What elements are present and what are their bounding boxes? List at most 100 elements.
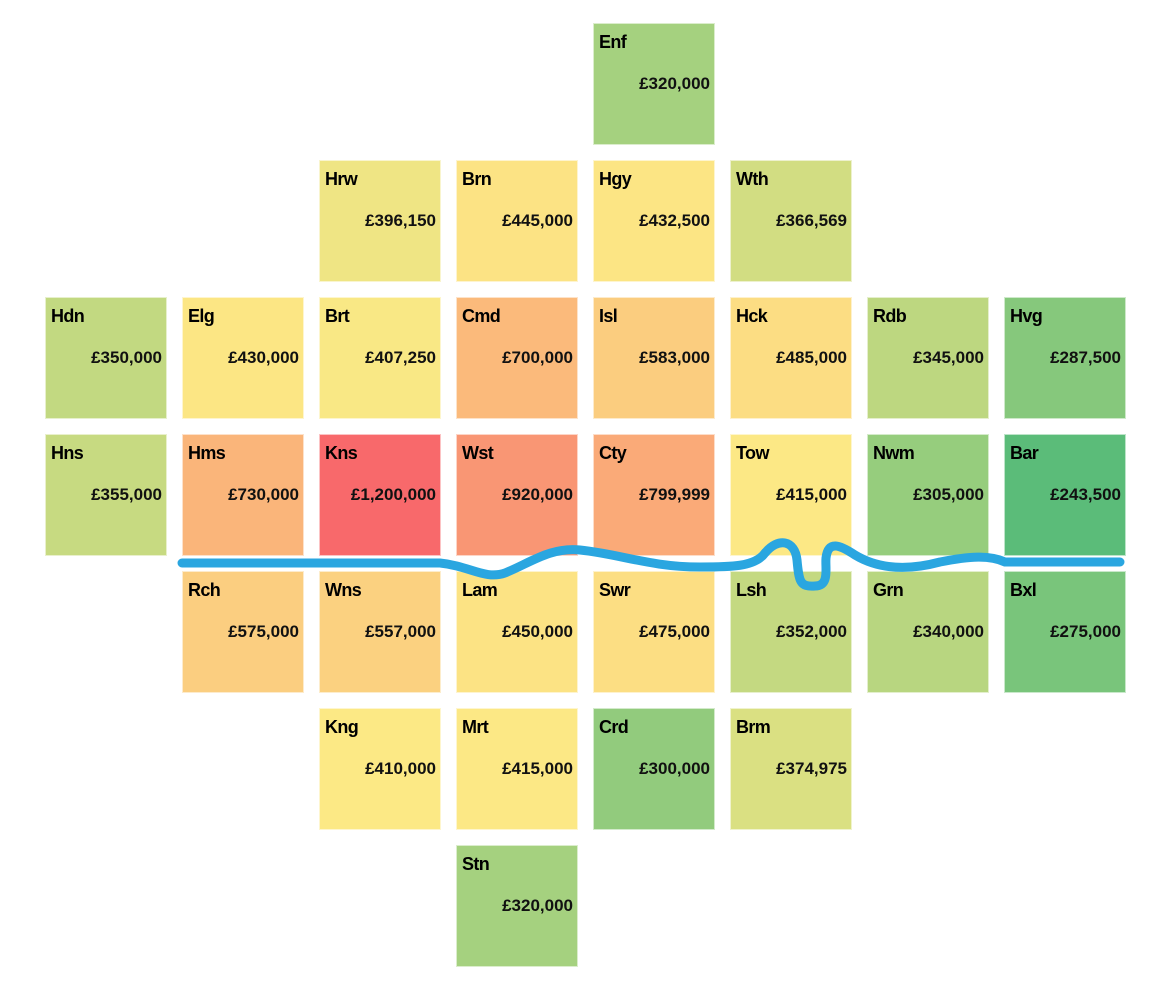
tile-elg: Elg £430,000 bbox=[182, 297, 304, 419]
tile-price: £1,200,000 bbox=[350, 485, 436, 504]
tile-price: £396,150 bbox=[365, 211, 436, 230]
tile-price: £730,000 bbox=[228, 485, 299, 504]
tile-code: Elg bbox=[188, 306, 215, 326]
tile-stn: Stn £320,000 bbox=[456, 845, 578, 967]
tile-hdn: Hdn £350,000 bbox=[45, 297, 167, 419]
tile-code: Rch bbox=[188, 580, 221, 600]
tile-price: £407,250 bbox=[365, 348, 436, 367]
tile-code: Bar bbox=[1010, 443, 1039, 463]
tile-price: £355,000 bbox=[91, 485, 162, 504]
tile-code: Wth bbox=[736, 169, 769, 189]
tile-hvg: Hvg £287,500 bbox=[1004, 297, 1126, 419]
tile-price: £410,000 bbox=[365, 759, 436, 778]
tile-code: Nwm bbox=[873, 443, 915, 463]
tile-code: Hms bbox=[188, 443, 226, 463]
tile-code: Wns bbox=[325, 580, 362, 600]
tile-hck: Hck £485,000 bbox=[730, 297, 852, 419]
tile-wst: Wst £920,000 bbox=[456, 434, 578, 556]
tile-price: £345,000 bbox=[913, 348, 984, 367]
tile-price: £799,999 bbox=[639, 485, 710, 504]
tile-brm: Brm £374,975 bbox=[730, 708, 852, 830]
tile-price: £320,000 bbox=[502, 896, 573, 915]
tile-brn: Brn £445,000 bbox=[456, 160, 578, 282]
tile-code: Wst bbox=[462, 443, 494, 463]
tile-code: Stn bbox=[462, 854, 490, 874]
tile-price: £475,000 bbox=[639, 622, 710, 641]
tile-kns: Kns £1,200,000 bbox=[319, 434, 441, 556]
tile-code: Isl bbox=[599, 306, 618, 326]
tile-hms: Hms £730,000 bbox=[182, 434, 304, 556]
tile-code: Hrw bbox=[325, 169, 358, 189]
tile-price: £340,000 bbox=[913, 622, 984, 641]
tile-kng: Kng £410,000 bbox=[319, 708, 441, 830]
tile-code: Grn bbox=[873, 580, 904, 600]
tile-price: £485,000 bbox=[776, 348, 847, 367]
tile-isl: Isl £583,000 bbox=[593, 297, 715, 419]
tile-code: Lsh bbox=[736, 580, 767, 600]
tile-enf: Enf £320,000 bbox=[593, 23, 715, 145]
tile-lsh: Lsh £352,000 bbox=[730, 571, 852, 693]
tile-price: £320,000 bbox=[639, 74, 710, 93]
tile-price: £243,500 bbox=[1050, 485, 1121, 504]
tile-price: £583,000 bbox=[639, 348, 710, 367]
tile-code: Tow bbox=[736, 443, 769, 463]
tile-price: £575,000 bbox=[228, 622, 299, 641]
tile-nwm: Nwm £305,000 bbox=[867, 434, 989, 556]
tile-code: Brm bbox=[736, 717, 771, 737]
tile-rch: Rch £575,000 bbox=[182, 571, 304, 693]
tile-code: Crd bbox=[599, 717, 629, 737]
tile-code: Enf bbox=[599, 32, 627, 52]
tile-code: Hck bbox=[736, 306, 768, 326]
tile-code: Mrt bbox=[462, 717, 489, 737]
tile-price: £445,000 bbox=[502, 211, 573, 230]
tile-code: Hdn bbox=[51, 306, 85, 326]
tile-hgy: Hgy £432,500 bbox=[593, 160, 715, 282]
tile-bxl: Bxl £275,000 bbox=[1004, 571, 1126, 693]
tile-hrw: Hrw £396,150 bbox=[319, 160, 441, 282]
tile-code: Kng bbox=[325, 717, 359, 737]
tile-code: Lam bbox=[462, 580, 498, 600]
tile-price: £300,000 bbox=[639, 759, 710, 778]
tile-tow: Tow £415,000 bbox=[730, 434, 852, 556]
tile-code: Rdb bbox=[873, 306, 907, 326]
tile-price: £450,000 bbox=[502, 622, 573, 641]
tile-price: £920,000 bbox=[502, 485, 573, 504]
tile-code: Cmd bbox=[462, 306, 501, 326]
tile-swr: Swr £475,000 bbox=[593, 571, 715, 693]
tile-crd: Crd £300,000 bbox=[593, 708, 715, 830]
tile-code: Hns bbox=[51, 443, 84, 463]
tile-price: £287,500 bbox=[1050, 348, 1121, 367]
tile-price: £305,000 bbox=[913, 485, 984, 504]
tile-code: Swr bbox=[599, 580, 631, 600]
tile-code: Cty bbox=[599, 443, 627, 463]
tile-price: £352,000 bbox=[776, 622, 847, 641]
tile-code: Brt bbox=[325, 306, 350, 326]
tile-code: Bxl bbox=[1010, 580, 1037, 600]
tile-bar: Bar £243,500 bbox=[1004, 434, 1126, 556]
tile-wns: Wns £557,000 bbox=[319, 571, 441, 693]
tile-cmd: Cmd £700,000 bbox=[456, 297, 578, 419]
tile-grn: Grn £340,000 bbox=[867, 571, 989, 693]
tile-price: £700,000 bbox=[502, 348, 573, 367]
tile-lam: Lam £450,000 bbox=[456, 571, 578, 693]
tile-price: £557,000 bbox=[365, 622, 436, 641]
tile-price: £350,000 bbox=[91, 348, 162, 367]
tile-code: Kns bbox=[325, 443, 358, 463]
tile-brt: Brt £407,250 bbox=[319, 297, 441, 419]
tile-code: Hvg bbox=[1010, 306, 1043, 326]
tile-price: £415,000 bbox=[502, 759, 573, 778]
tile-price: £430,000 bbox=[228, 348, 299, 367]
tile-code: Brn bbox=[462, 169, 492, 189]
tile-price: £275,000 bbox=[1050, 622, 1121, 641]
tile-rdb: Rdb £345,000 bbox=[867, 297, 989, 419]
tile-price: £374,975 bbox=[776, 759, 847, 778]
tile-wth: Wth £366,569 bbox=[730, 160, 852, 282]
tile-code: Hgy bbox=[599, 169, 632, 189]
tile-price: £432,500 bbox=[639, 211, 710, 230]
tile-price: £366,569 bbox=[776, 211, 847, 230]
tile-cty: Cty £799,999 bbox=[593, 434, 715, 556]
tile-hns: Hns £355,000 bbox=[45, 434, 167, 556]
tile-mrt: Mrt £415,000 bbox=[456, 708, 578, 830]
tile-price: £415,000 bbox=[776, 485, 847, 504]
